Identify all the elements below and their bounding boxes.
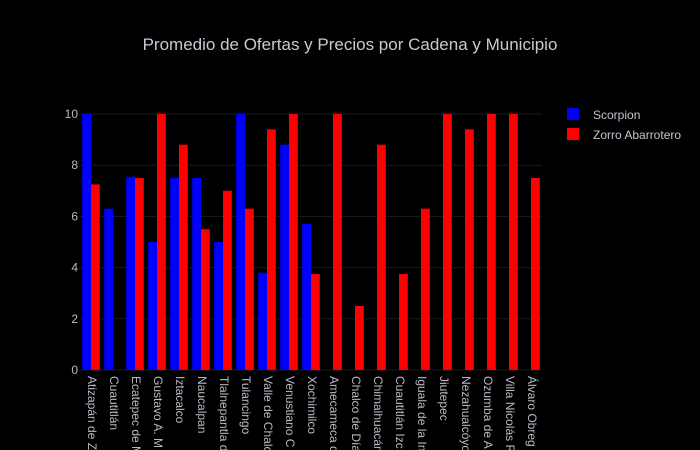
x-tick-label: Villa Nicolás R [503, 376, 517, 450]
legend-item-label[interactable]: Scorpion [593, 108, 640, 122]
bar-zorro-abarrotero[interactable] [311, 274, 320, 370]
x-tick-label: Gustavo A. M [151, 376, 165, 448]
bar-zorro-abarrotero[interactable] [157, 114, 166, 370]
x-tick-label: Xochimilco [305, 376, 319, 434]
bar-scorpion[interactable] [170, 178, 179, 370]
legend-item-label[interactable]: Zorro Abarrotero [593, 128, 681, 142]
bar-zorro-abarrotero[interactable] [201, 229, 210, 370]
bars [82, 114, 540, 370]
bar-zorro-abarrotero[interactable] [487, 114, 496, 370]
x-tick-label: Venustiano C [283, 376, 297, 448]
bar-scorpion[interactable] [192, 178, 201, 370]
x-tick-label: Chalco de Día [349, 376, 363, 450]
bar-zorro-abarrotero[interactable] [267, 129, 276, 370]
bar-scorpion[interactable] [280, 144, 289, 370]
y-tick-label: 6 [71, 209, 78, 223]
y-tick-label: 0 [71, 363, 78, 377]
bar-zorro-abarrotero[interactable] [465, 129, 474, 370]
bar-zorro-abarrotero[interactable] [179, 144, 188, 370]
chart-title: Promedio de Ofertas y Precios por Cadena… [143, 35, 558, 54]
bar-scorpion[interactable] [236, 114, 245, 370]
y-tick-label: 8 [71, 158, 78, 172]
x-tick-label: Naucalpan [195, 376, 209, 433]
x-tick-label: Tlalnepantla d [217, 376, 231, 450]
bar-zorro-abarrotero[interactable] [91, 184, 100, 370]
bar-zorro-abarrotero[interactable] [135, 178, 144, 370]
x-tick-label: Álvaro Obreg [525, 376, 540, 447]
x-tick-label: Ozumba de A [481, 376, 495, 449]
bar-scorpion[interactable] [302, 224, 311, 370]
x-tick-label: Cuautitlán [107, 376, 121, 430]
bar-zorro-abarrotero[interactable] [355, 306, 364, 370]
bar-zorro-abarrotero[interactable] [223, 190, 232, 370]
x-tick-label: Atizapán de Z [85, 376, 99, 450]
x-tick-label: Iztacalco [173, 376, 187, 424]
bar-zorro-abarrotero[interactable] [509, 114, 518, 370]
bar-scorpion[interactable] [104, 208, 113, 370]
bar-zorro-abarrotero[interactable] [531, 178, 540, 370]
bar-zorro-abarrotero[interactable] [333, 114, 342, 370]
y-tick-label: 4 [71, 261, 78, 275]
x-tick-label: Chimalhuacán [371, 376, 385, 450]
x-axis-ticks: Atizapán de Z Cuautitlán Ecatepec de M Gust… [85, 376, 540, 450]
x-tick-label: Nezahualcóyo [459, 376, 473, 450]
bar-zorro-abarrotero[interactable] [399, 274, 408, 370]
x-tick-label: Cuautitlán Izc [393, 376, 407, 449]
bar-zorro-abarrotero[interactable] [443, 114, 452, 370]
bar-scorpion[interactable] [82, 114, 91, 370]
y-tick-label: 2 [71, 312, 78, 326]
x-tick-label: Iguala de la In [415, 376, 429, 450]
y-axis-ticks: 0 2 4 6 8 10 [65, 107, 79, 377]
bar-scorpion[interactable] [148, 242, 157, 370]
bar-zorro-abarrotero[interactable] [377, 144, 386, 370]
legend[interactable]: Scorpion Zorro Abarrotero [567, 108, 681, 142]
y-tick-label: 10 [65, 107, 79, 121]
bar-zorro-abarrotero[interactable] [245, 208, 254, 370]
bar-scorpion[interactable] [214, 242, 223, 370]
legend-swatch[interactable] [567, 128, 579, 140]
x-tick-label: Ecatepec de M [129, 376, 143, 450]
x-tick-label: Tulancingo [239, 376, 253, 435]
x-tick-label: Valle de Chalc [261, 376, 275, 450]
bar-scorpion[interactable] [258, 272, 267, 370]
x-tick-label: Jiutepec [437, 376, 451, 421]
bar-scorpion[interactable] [126, 176, 135, 370]
bar-zorro-abarrotero[interactable] [421, 208, 430, 370]
legend-swatch[interactable] [567, 108, 579, 120]
bar-zorro-abarrotero[interactable] [289, 114, 298, 370]
x-tick-label: Amecameca d [327, 376, 341, 450]
